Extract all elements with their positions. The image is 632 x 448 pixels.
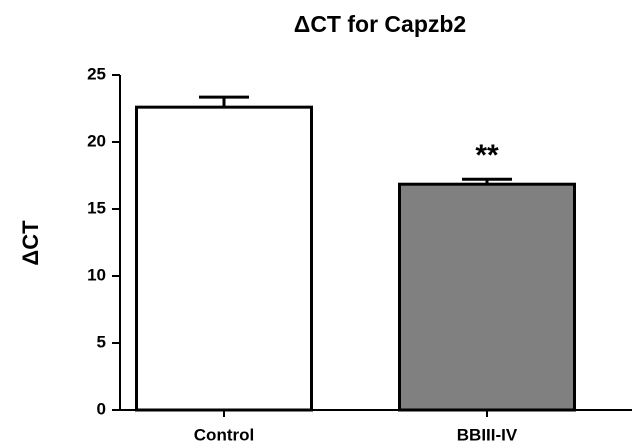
y-tick-label: 10 <box>87 265 106 284</box>
x-tick-label: BBIII-IV <box>457 425 518 444</box>
y-tick-label: 0 <box>97 399 106 418</box>
annotation: ** <box>475 139 499 172</box>
chart-title: ΔCT for Capzb2 <box>294 11 466 37</box>
x-tick-label: Control <box>194 425 254 444</box>
y-tick-label: 5 <box>97 332 106 351</box>
y-tick-label: 25 <box>87 64 106 83</box>
y-tick-label: 15 <box>87 198 106 217</box>
y-axis-label: ΔCT <box>18 220 43 266</box>
y-tick-label: 20 <box>87 131 106 150</box>
bar <box>398 182 576 412</box>
bar <box>135 105 313 412</box>
